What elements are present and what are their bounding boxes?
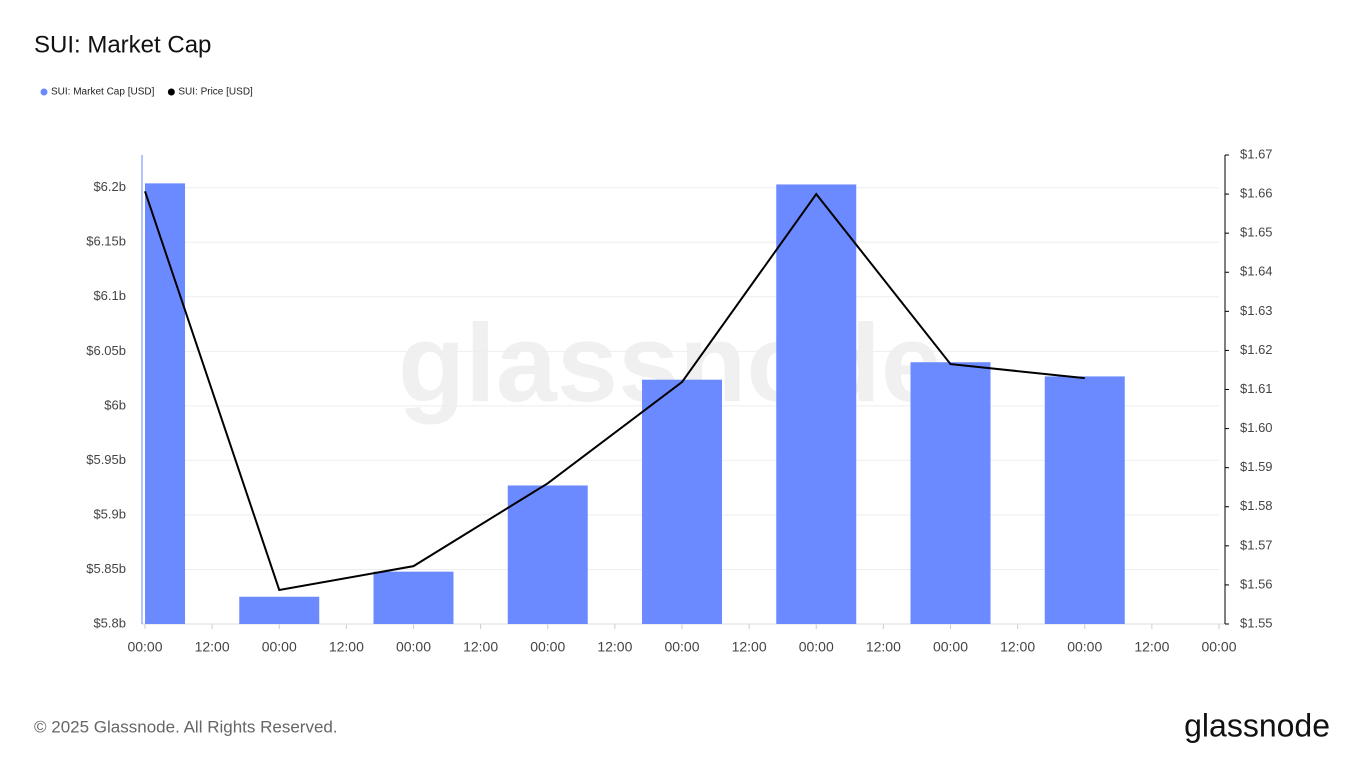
y2-tick-label: $1.67 (1240, 146, 1273, 161)
y-tick-label: $5.9b (93, 506, 126, 521)
y2-tick-label: $1.66 (1240, 186, 1273, 201)
x-tick-label: 12:00 (195, 639, 230, 655)
x-tick-label: 12:00 (329, 639, 364, 655)
bar (507, 485, 588, 624)
x-tick-label: 00:00 (933, 639, 968, 655)
y2-tick-label: $1.62 (1240, 342, 1273, 357)
x-tick-label: 12:00 (866, 639, 901, 655)
y-tick-label: $6.2b (93, 179, 126, 194)
y2-tick-label: $1.65 (1240, 225, 1273, 240)
bar (239, 596, 320, 624)
y2-tick-label: $1.55 (1240, 615, 1273, 630)
bar (1044, 376, 1125, 624)
x-tick-label: 00:00 (1201, 639, 1236, 655)
y-tick-label: $6b (104, 397, 126, 412)
x-tick-label: 00:00 (799, 639, 834, 655)
legend-marker (40, 88, 48, 96)
y2-tick-label: $1.56 (1240, 576, 1273, 591)
x-tick-label: 00:00 (530, 639, 565, 655)
y-tick-label: $6.05b (86, 343, 126, 358)
price-line (144, 191, 1085, 592)
y2-tick-label: $1.61 (1240, 381, 1273, 396)
x-tick-label: 00:00 (127, 639, 162, 655)
bar (373, 571, 454, 624)
y2-tick-label: $1.64 (1240, 264, 1273, 279)
y-tick-label: $5.95b (86, 452, 126, 467)
footer: © 2025 Glassnode. All Rights Reserved. (34, 717, 338, 736)
y-tick-label: $6.15b (86, 234, 126, 249)
logo: glassnode (1184, 707, 1330, 743)
x-tick-label: 12:00 (1134, 639, 1169, 655)
y-tick-label: $5.8b (93, 615, 126, 630)
x-tick-label: 00:00 (664, 639, 699, 655)
x-tick-label: 12:00 (597, 639, 632, 655)
y2-tick-label: $1.59 (1240, 459, 1273, 474)
legend-label: SUI: Price [USD] (178, 87, 253, 98)
x-tick-label: 00:00 (262, 639, 297, 655)
legend-marker (167, 88, 175, 96)
x-tick-label: 12:00 (732, 639, 767, 655)
bar (910, 362, 991, 624)
legend-label: SUI: Market Cap [USD] (51, 87, 155, 98)
bar (145, 183, 185, 624)
y-tick-label: $5.85b (86, 561, 126, 576)
x-tick-label: 00:00 (396, 639, 431, 655)
x-tick-label: 12:00 (1000, 639, 1035, 655)
legend: SUI: Market Cap [USD] SUI: Price [USD] (40, 87, 253, 98)
y2-tick-label: $1.60 (1240, 420, 1273, 435)
bar (776, 184, 857, 624)
x-tick-label: 12:00 (463, 639, 498, 655)
x-tick-label: 00:00 (1067, 639, 1102, 655)
y-tick-label: $6.1b (93, 288, 126, 303)
chart-title: SUI: Market Cap (34, 31, 211, 58)
y2-tick-label: $1.58 (1240, 498, 1273, 513)
y2-tick-label: $1.63 (1240, 303, 1273, 318)
bar (642, 379, 722, 624)
y2-tick-label: $1.57 (1240, 537, 1273, 552)
